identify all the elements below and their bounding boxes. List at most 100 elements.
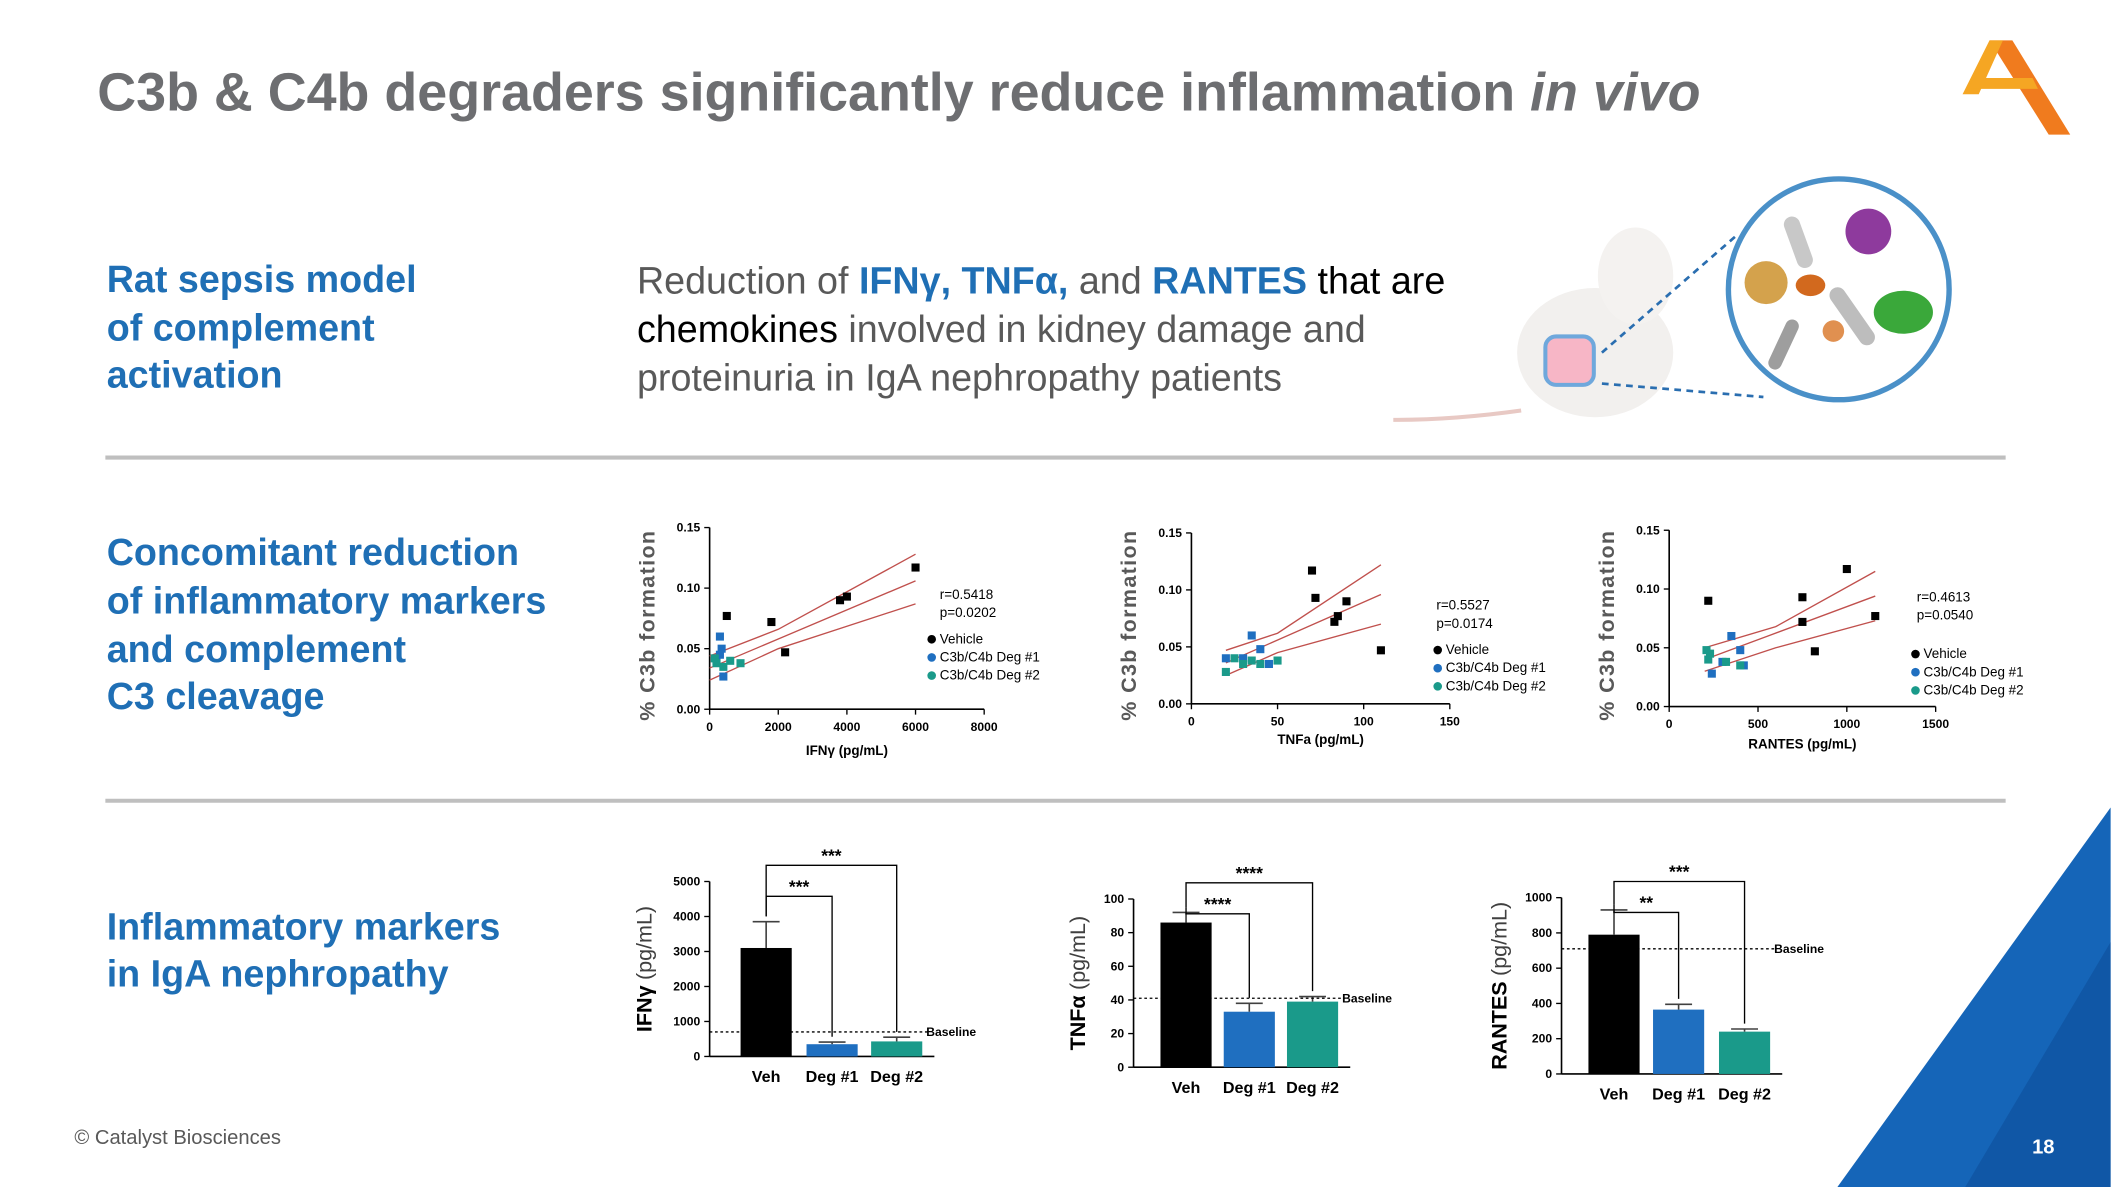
legend-marker bbox=[1433, 663, 1443, 673]
legend-marker bbox=[927, 634, 936, 644]
point bbox=[1376, 646, 1385, 655]
point bbox=[1727, 631, 1736, 641]
x-tick-label: 0 bbox=[1188, 714, 1195, 728]
point bbox=[1721, 657, 1731, 666]
legend-marker bbox=[1911, 649, 1920, 659]
legend-label: C3b/C4b Deg #1 bbox=[1924, 664, 2024, 679]
bar bbox=[1718, 1031, 1771, 1074]
y-tick-label: 80 bbox=[1111, 926, 1125, 940]
section-heading: of complement bbox=[107, 306, 375, 348]
logo bbox=[1962, 40, 2071, 135]
x-tick-label: Deg #2 bbox=[1718, 1086, 1771, 1104]
bar bbox=[1588, 934, 1640, 1074]
y-axis-label: % C3b formation bbox=[1595, 530, 1619, 721]
y-tick-label: 2000 bbox=[673, 980, 700, 994]
bar bbox=[1653, 1009, 1705, 1074]
fit-line bbox=[709, 553, 916, 657]
bar bbox=[1223, 1011, 1275, 1068]
point bbox=[1333, 612, 1342, 621]
description-segment: chemokines bbox=[637, 308, 838, 350]
legend-label: C3b/C4b Deg #2 bbox=[1446, 678, 1546, 693]
description-segment: involved in kidney damage and bbox=[838, 308, 1366, 350]
x-tick-label: 2000 bbox=[765, 720, 792, 734]
point bbox=[1342, 597, 1351, 606]
significance-label: *** bbox=[789, 876, 810, 896]
y-tick-label: 0.15 bbox=[1158, 526, 1182, 540]
fit-line bbox=[709, 580, 916, 669]
legend-label: C3b/C4b Deg #2 bbox=[940, 668, 1040, 683]
y-tick-label: 60 bbox=[1111, 959, 1125, 973]
illustration bbox=[1393, 176, 1952, 422]
section-heading: Rat sepsis model bbox=[107, 258, 417, 300]
legend-label: C3b/C4b Deg #2 bbox=[1924, 682, 2024, 697]
x-tick-label: Deg #2 bbox=[1286, 1079, 1339, 1097]
fit-line bbox=[1704, 570, 1876, 649]
y-label-part: TNFα bbox=[1066, 995, 1090, 1050]
point bbox=[1247, 631, 1256, 640]
significance-label: **** bbox=[1236, 863, 1263, 883]
x-axis-label: TNFa (pg/mL) bbox=[1277, 732, 1364, 747]
description-segment: that are bbox=[1307, 259, 1445, 301]
point bbox=[726, 656, 735, 665]
point bbox=[1239, 659, 1248, 669]
baseline-label: Baseline bbox=[1774, 942, 1824, 956]
legend-marker bbox=[1433, 645, 1443, 655]
y-tick-label: 800 bbox=[1532, 926, 1552, 940]
y-label-part: IFNγ bbox=[633, 985, 657, 1032]
point bbox=[1307, 566, 1317, 575]
y-tick-label: 0.10 bbox=[677, 581, 701, 595]
legend-marker bbox=[1433, 682, 1443, 691]
legend-label: Vehicle bbox=[940, 631, 983, 646]
point bbox=[1704, 596, 1713, 605]
y-tick-label: 3000 bbox=[673, 945, 700, 959]
point bbox=[911, 563, 920, 572]
significance-bracket bbox=[1613, 880, 1746, 1024]
footer: © Catalyst Biosciences bbox=[74, 1127, 281, 1149]
point bbox=[1798, 617, 1807, 626]
x-tick-label: 50 bbox=[1271, 714, 1285, 728]
point bbox=[1256, 659, 1265, 669]
significance-bracket bbox=[1185, 907, 1250, 998]
y-tick-label: 20 bbox=[1111, 1027, 1125, 1041]
x-tick-label: Veh bbox=[752, 1068, 781, 1086]
x-tick-label: 150 bbox=[1440, 714, 1460, 728]
y-tick-label: 0 bbox=[1117, 1060, 1124, 1074]
point bbox=[1230, 654, 1239, 663]
y-tick-label: 200 bbox=[1532, 1032, 1552, 1046]
y-axis-label: % C3b formation bbox=[635, 530, 659, 721]
y-tick-label: 0.10 bbox=[1158, 583, 1182, 597]
bar bbox=[1160, 922, 1212, 1068]
point bbox=[715, 632, 724, 641]
stat-annotation: p=0.0202 bbox=[940, 605, 996, 620]
stat-annotation: p=0.0540 bbox=[1917, 608, 1973, 623]
y-tick-label: 0.05 bbox=[1158, 640, 1182, 654]
bar bbox=[806, 1044, 858, 1057]
y-tick-label: 100 bbox=[1104, 892, 1124, 906]
point bbox=[710, 654, 719, 663]
significance-bracket bbox=[1613, 904, 1680, 999]
significance-label: ** bbox=[1640, 892, 1654, 912]
point bbox=[1707, 669, 1716, 678]
y-label-part: (pg/mL) bbox=[1066, 916, 1090, 990]
fit-line bbox=[1225, 593, 1382, 664]
point bbox=[1704, 655, 1713, 664]
y-axis-label: TNFα (pg/mL) bbox=[1066, 916, 1090, 1051]
bar bbox=[1286, 1001, 1339, 1068]
point bbox=[1247, 656, 1256, 665]
y-tick-label: 0.10 bbox=[1636, 582, 1660, 596]
description-segment: RANTES bbox=[1152, 259, 1307, 301]
y-tick-label: 40 bbox=[1111, 993, 1125, 1007]
y-label-part: (pg/mL) bbox=[633, 906, 657, 980]
fit-line bbox=[1704, 595, 1876, 661]
x-tick-label: 1500 bbox=[1922, 717, 1949, 731]
x-tick-label: 0 bbox=[1666, 717, 1673, 731]
legend-label: Vehicle bbox=[1924, 646, 1967, 661]
significance-bracket bbox=[765, 864, 898, 1032]
point bbox=[719, 662, 728, 671]
section-heading: in IgA nephropathy bbox=[107, 952, 449, 994]
section-heading: activation bbox=[107, 354, 283, 396]
section-heading: and complement bbox=[107, 628, 407, 670]
significance-label: *** bbox=[1669, 861, 1690, 881]
